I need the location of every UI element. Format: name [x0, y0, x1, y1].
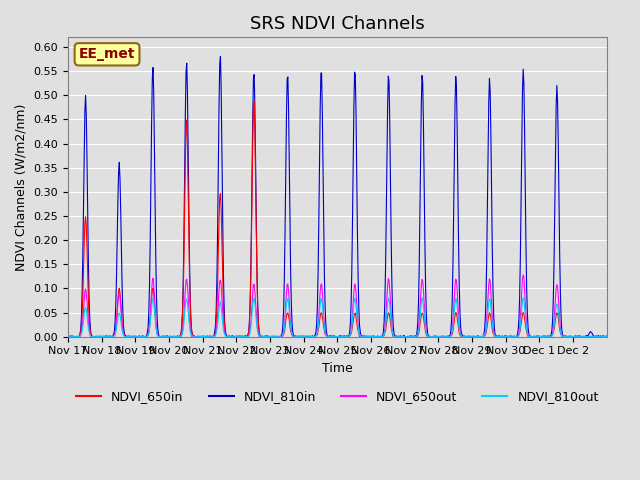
Title: SRS NDVI Channels: SRS NDVI Channels — [250, 15, 425, 33]
Legend: NDVI_650in, NDVI_810in, NDVI_650out, NDVI_810out: NDVI_650in, NDVI_810in, NDVI_650out, NDV… — [71, 385, 604, 408]
Y-axis label: NDVI Channels (W/m2/nm): NDVI Channels (W/m2/nm) — [15, 103, 28, 271]
Text: EE_met: EE_met — [79, 48, 135, 61]
X-axis label: Time: Time — [322, 362, 353, 375]
